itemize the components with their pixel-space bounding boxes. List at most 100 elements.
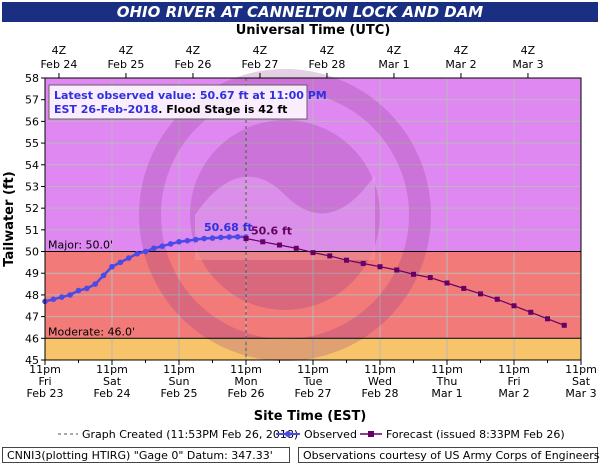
y-axis: 45 46 47 48 49 50 51 52 53 54 55 56 57 58 xyxy=(25,72,45,367)
series-group xyxy=(42,233,567,328)
y-tick-label-47: 47 xyxy=(25,311,39,324)
observed-point xyxy=(201,235,207,242)
forecast-point xyxy=(277,242,282,248)
forecast-point xyxy=(528,309,534,315)
top-axis-title: Universal Time (UTC) xyxy=(236,23,391,38)
legend: Graph Created (11:53PM Feb 26, 2018) Obs… xyxy=(58,428,565,441)
x-tick-date-6: Mar 1 xyxy=(431,387,462,400)
top-tick-day-6: Mar 2 xyxy=(445,58,476,71)
x-tick-date-3: Feb 26 xyxy=(228,387,265,400)
x-tick-wd-0: Fri xyxy=(38,375,51,388)
x-tick-time-2: 11pm xyxy=(163,363,195,376)
observed-value-label: 50.68 ft xyxy=(204,221,253,234)
x-tick-time-8: 11pm xyxy=(565,363,597,376)
y-tick-label-49: 49 xyxy=(25,267,39,280)
observed-point xyxy=(234,233,241,240)
top-tick-day-3: Feb 27 xyxy=(241,58,278,71)
y-tick-label-58: 58 xyxy=(25,72,39,85)
observed-point xyxy=(176,238,182,245)
y-tick-label-57: 57 xyxy=(25,94,39,107)
observed-point xyxy=(92,281,99,287)
x-tick-wd-4: Tue xyxy=(303,375,323,388)
observed-point xyxy=(125,255,132,261)
y-tick-label-48: 48 xyxy=(25,289,39,302)
top-tick-hour-4: 4Z xyxy=(320,44,335,57)
footer-courtesy: Observations courtesy of US Army Corps o… xyxy=(298,447,599,463)
info-box: Latest observed value: 50.67 ft at 11:00… xyxy=(48,84,327,120)
stage-label-0: Major: 50.0' xyxy=(48,239,113,252)
top-tick-hour-2: 4Z xyxy=(186,44,201,57)
x-tick-wd-5: Wed xyxy=(368,375,392,388)
info-date: EST 26-Feb-2018 xyxy=(54,103,158,116)
top-tick-day-1: Feb 25 xyxy=(107,58,144,71)
forecast-value-label: 50.6 ft xyxy=(251,225,292,238)
observed-point xyxy=(142,248,149,255)
legend-forecast: Forecast (issued 8:33PM Feb 26) xyxy=(386,428,565,441)
observed-point xyxy=(209,235,216,241)
forecast-point xyxy=(494,296,500,302)
observed-point xyxy=(218,234,224,241)
forecast-point xyxy=(561,322,567,328)
forecast-point xyxy=(411,271,416,277)
forecast-point xyxy=(260,239,266,245)
x-tick-time-7: 11pm xyxy=(498,363,530,376)
y-tick-label-55: 55 xyxy=(25,137,39,150)
top-tick-day-2: Feb 26 xyxy=(174,58,211,71)
forecast-point xyxy=(394,267,400,273)
top-tick-hour-3: 4Z xyxy=(253,44,268,57)
info-flood-stage: . Flood Stage is 42 ft xyxy=(158,103,287,116)
legend-graph-created: Graph Created (11:53PM Feb 26, 2018) xyxy=(82,428,298,441)
y-axis-title: Tailwater (ft) xyxy=(2,171,17,266)
top-tick-hour-7: 4Z xyxy=(521,44,536,57)
observed-point xyxy=(50,296,57,303)
observed-point xyxy=(84,285,90,292)
y-tick-label-54: 54 xyxy=(25,159,39,172)
forecast-point xyxy=(310,250,316,256)
observed-point xyxy=(58,294,65,300)
info-line-1: Latest observed value: 50.67 ft at 11:00… xyxy=(54,89,327,102)
top-tick-day-7: Mar 3 xyxy=(512,58,543,71)
top-tick-day-4: Feb 28 xyxy=(308,58,345,71)
observed-point xyxy=(67,292,73,298)
observed-point xyxy=(159,243,166,249)
series-forecast-line xyxy=(245,237,565,326)
x-tick-date-7: Mar 2 xyxy=(498,387,529,400)
x-tick-time-3: 11pm xyxy=(230,363,262,376)
forecast-point xyxy=(461,285,467,291)
forecast-point xyxy=(243,236,249,242)
forecast-point xyxy=(293,245,299,251)
forecast-point xyxy=(344,257,349,263)
forecast-point xyxy=(377,264,383,270)
stage-label-1: Moderate: 46.0' xyxy=(48,325,135,338)
observed-point xyxy=(75,287,82,294)
x-tick-time-6: 11pm xyxy=(431,363,463,376)
y-tick-label-53: 53 xyxy=(25,180,39,193)
x-tick-date-5: Feb 28 xyxy=(362,387,399,400)
top-tick-hour-0: 4Z xyxy=(52,44,67,57)
observed-point xyxy=(134,250,140,257)
x-tick-wd-1: Sat xyxy=(103,375,122,388)
forecast-point xyxy=(427,275,433,281)
forecast-point xyxy=(360,260,366,266)
forecast-point xyxy=(478,291,483,297)
stage-labels: Major: 50.0' Moderate: 46.0' xyxy=(45,239,581,339)
noaa-watermark xyxy=(139,69,431,361)
forecast-point xyxy=(545,316,550,322)
x-tick-wd-7: Fri xyxy=(507,375,520,388)
y-tick-label-56: 56 xyxy=(25,115,39,128)
y-tick-label-45: 45 xyxy=(25,354,39,367)
top-tick-hour-6: 4Z xyxy=(454,44,469,57)
forecast-point xyxy=(327,253,333,259)
y-tick-label-46: 46 xyxy=(25,332,39,345)
x-axis-title: Site Time (EST) xyxy=(254,409,367,424)
observed-point xyxy=(117,259,124,266)
forecast-point xyxy=(444,280,450,286)
x-tick-date-0: Feb 23 xyxy=(27,387,64,400)
x-tick-wd-6: Thu xyxy=(436,375,458,388)
legend-observed: Observed xyxy=(304,428,357,441)
observed-point xyxy=(192,236,199,243)
top-tick-hour-1: 4Z xyxy=(119,44,134,57)
